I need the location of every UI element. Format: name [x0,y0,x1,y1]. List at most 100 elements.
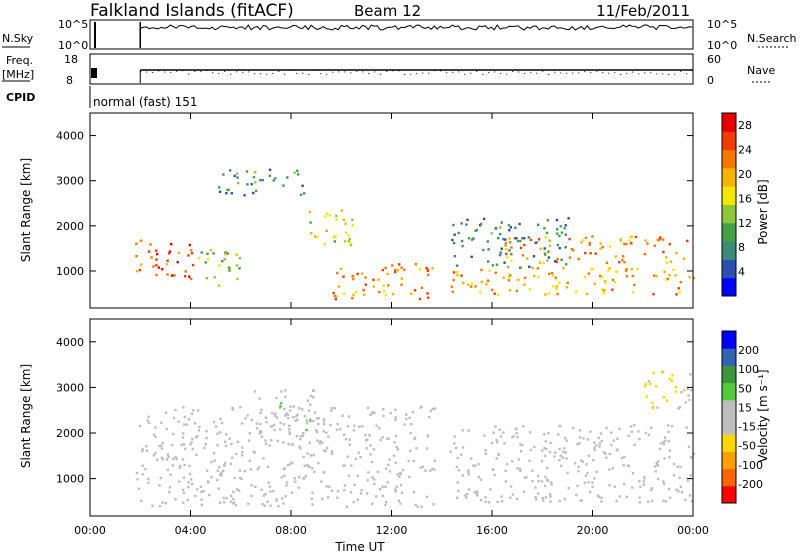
nave-dot [236,71,238,73]
power-echo-cell [555,260,558,264]
power-echo-cell [332,291,335,295]
velocity-echo-cell [330,406,334,410]
velocity-echo-cell [576,443,579,446]
velocity-echo-cell [516,467,519,470]
velocity-echo-cell [531,469,534,472]
velocity-echo-cell [587,481,590,484]
velocity-echo-cell [140,499,143,502]
nave-dot [584,71,586,73]
velocity-echo-cell [187,481,190,484]
velocity-echo-cell [453,442,456,445]
nave-dot [356,70,358,72]
velocity-echo-cell [455,465,458,469]
velocity-echo-cell [563,447,566,450]
velocity-echo-cell [263,504,266,507]
velocity-echo-cell [593,441,596,444]
power-echo-cell [656,238,660,242]
power-echo-cell [352,277,355,281]
velocity-echo-cell [392,454,396,457]
velocity-echo-cell [182,443,186,446]
velocity-echo-cell [220,471,223,474]
power-echo-cell [301,184,304,187]
velocity-echo-cell [171,444,174,447]
velocity-echo-cell [553,455,556,458]
power-echo-cell [339,267,343,271]
power-echo-cell [272,179,275,182]
power-echo-cell [591,235,594,238]
velocity-echo-cell [529,431,532,434]
velocity-echo-cell [662,482,666,485]
velocity-echo-cell [371,502,374,505]
velocity-echo-cell [496,441,499,444]
velocity-echo-cell [638,437,641,441]
velocity-echo-cell [279,402,283,405]
power-echo-cell [391,293,395,296]
power-echo-cell [344,240,347,243]
velocity-echo-cell [367,471,370,474]
nave-dot [428,72,430,74]
velocity-echo-cell [288,424,291,427]
power-echo-cell [190,252,194,255]
velocity-echo-cell [298,475,301,479]
power-echo-cell [494,271,497,274]
velocity-echo-cell [317,422,320,426]
velocity-echo-cell [558,459,561,462]
velocity-echo-cell [604,452,607,455]
velocity-echo-cell [684,498,687,501]
velocity-echo-cell [647,433,651,436]
velocity-echo-cell [348,443,352,446]
velocity-echo-cell [194,494,197,498]
velocity-echo-cell [420,505,423,508]
velocity-echo-cell [647,380,651,383]
velocity-echo-cell [298,445,301,448]
velocity-echo-cell [600,496,603,499]
velocity-echo-cell [196,435,199,438]
velocity-echo-cell [565,439,568,442]
power-echo-cell [515,289,518,293]
velocity-echo-cell [399,502,402,505]
power-echo-cell [636,267,639,271]
power-echo-cell [614,255,617,258]
velocity-echo-cell [668,496,672,499]
velocity-echo-cell [272,489,275,493]
velocity-echo-cell [183,423,186,426]
nave-dot [410,73,412,75]
power-echo-cell [155,258,158,261]
velocity-echo-cell [232,497,235,501]
power-echo-cell [218,190,222,193]
velocity-echo-cell [299,435,303,438]
nsky-tick-bottom: 10^0 [58,39,88,52]
velocity-echo-cell [234,504,238,507]
power-echo-cell [364,276,367,279]
velocity-echo-cell [210,460,213,464]
nave-dot [182,70,184,72]
velocity-echo-cell [433,468,436,471]
velocity-echo-cell [394,490,397,493]
velocity-echo-cell [191,437,194,441]
velocity-echo-cell [583,481,586,484]
power-echo-cell [450,285,454,288]
velocity-echo-cell [424,469,427,472]
velocity-echo-cell [398,475,401,478]
velocity-ytick-label: 3000 [56,381,84,394]
nave-dot [266,73,268,75]
nave-dot [680,70,682,72]
velocity-echo-cell [685,426,688,429]
velocity-echo-cell [181,436,185,439]
power-echo-cell [225,192,228,195]
velocity-echo-cell [321,441,324,444]
velocity-echo-cell [686,479,690,482]
velocity-echo-cell [283,474,286,477]
velocity-echo-cell [144,468,147,471]
power-echo-cell [456,270,459,274]
velocity-echo-cell [182,476,186,479]
velocity-echo-cell [312,396,315,399]
power-colorbar-tick: 24 [738,144,752,157]
velocity-echo-cell [283,467,287,470]
nave-dot [494,71,496,73]
velocity-echo-cell [544,440,547,443]
velocity-colorbar-tick: 100 [738,363,759,376]
velocity-echo-cell [279,405,282,408]
velocity-echo-cell [240,422,244,425]
velocity-echo-cell [356,498,359,501]
